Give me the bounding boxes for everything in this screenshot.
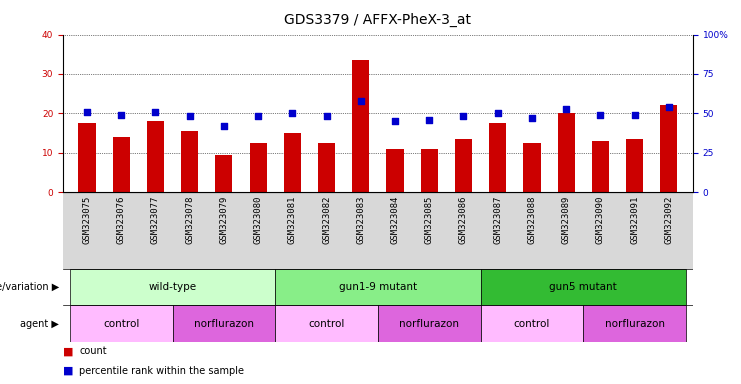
- Bar: [626, 139, 643, 192]
- Text: genotype/variation ▶: genotype/variation ▶: [0, 282, 59, 292]
- Point: [492, 110, 504, 116]
- Bar: [216, 155, 233, 192]
- Text: norflurazon: norflurazon: [605, 318, 665, 329]
- Text: GSM323075: GSM323075: [82, 196, 91, 244]
- Point: [628, 112, 640, 118]
- Text: GSM323078: GSM323078: [185, 196, 194, 244]
- Text: control: control: [308, 318, 345, 329]
- Point: [116, 112, 127, 118]
- Bar: [558, 113, 575, 192]
- Bar: [275, 305, 378, 342]
- Point: [594, 112, 606, 118]
- Text: GSM323076: GSM323076: [116, 196, 126, 244]
- Point: [389, 118, 401, 124]
- Bar: [592, 141, 609, 192]
- Bar: [352, 60, 369, 192]
- Bar: [284, 133, 301, 192]
- Point: [560, 106, 572, 112]
- Bar: [583, 305, 686, 342]
- Point: [526, 115, 538, 121]
- Text: gun5 mutant: gun5 mutant: [549, 282, 617, 292]
- Text: GSM323084: GSM323084: [391, 196, 399, 244]
- Bar: [421, 149, 438, 192]
- Bar: [387, 149, 404, 192]
- Point: [287, 110, 299, 116]
- Point: [150, 109, 162, 115]
- Text: GSM323089: GSM323089: [562, 196, 571, 244]
- Text: GSM323088: GSM323088: [528, 196, 536, 244]
- Bar: [79, 123, 96, 192]
- Bar: [113, 137, 130, 192]
- Text: GSM323086: GSM323086: [459, 196, 468, 244]
- Text: ■: ■: [63, 346, 73, 356]
- Bar: [481, 269, 686, 305]
- Point: [81, 109, 93, 115]
- Text: GSM323091: GSM323091: [630, 196, 639, 244]
- Bar: [275, 269, 481, 305]
- Text: agent ▶: agent ▶: [21, 318, 59, 329]
- Bar: [481, 305, 583, 342]
- Text: GSM323080: GSM323080: [253, 196, 262, 244]
- Text: control: control: [514, 318, 550, 329]
- Point: [218, 123, 230, 129]
- Point: [321, 113, 333, 119]
- Text: GDS3379 / AFFX-PheX-3_at: GDS3379 / AFFX-PheX-3_at: [285, 13, 471, 27]
- Text: control: control: [103, 318, 139, 329]
- Point: [184, 113, 196, 119]
- Bar: [147, 121, 164, 192]
- Text: norflurazon: norflurazon: [399, 318, 459, 329]
- Text: gun1-9 mutant: gun1-9 mutant: [339, 282, 417, 292]
- Bar: [250, 143, 267, 192]
- Bar: [378, 305, 481, 342]
- Text: GSM323083: GSM323083: [356, 196, 365, 244]
- Point: [355, 98, 367, 104]
- Bar: [660, 105, 677, 192]
- Bar: [523, 143, 540, 192]
- Bar: [455, 139, 472, 192]
- Bar: [318, 143, 335, 192]
- Point: [457, 113, 469, 119]
- Bar: [489, 123, 506, 192]
- Bar: [70, 269, 275, 305]
- Text: norflurazon: norflurazon: [194, 318, 254, 329]
- Text: GSM323090: GSM323090: [596, 196, 605, 244]
- Text: count: count: [79, 346, 107, 356]
- Text: GSM323079: GSM323079: [219, 196, 228, 244]
- Bar: [181, 131, 198, 192]
- Text: GSM323082: GSM323082: [322, 196, 331, 244]
- Text: percentile rank within the sample: percentile rank within the sample: [79, 366, 245, 376]
- Text: GSM323092: GSM323092: [665, 196, 674, 244]
- Point: [423, 116, 435, 122]
- Text: GSM323077: GSM323077: [151, 196, 160, 244]
- Text: GSM323087: GSM323087: [494, 196, 502, 244]
- Text: GSM323081: GSM323081: [288, 196, 297, 244]
- Text: GSM323085: GSM323085: [425, 196, 433, 244]
- Point: [663, 104, 675, 110]
- Bar: [173, 305, 275, 342]
- Text: ■: ■: [63, 366, 73, 376]
- Point: [252, 113, 264, 119]
- Bar: [70, 305, 173, 342]
- Text: wild-type: wild-type: [148, 282, 196, 292]
